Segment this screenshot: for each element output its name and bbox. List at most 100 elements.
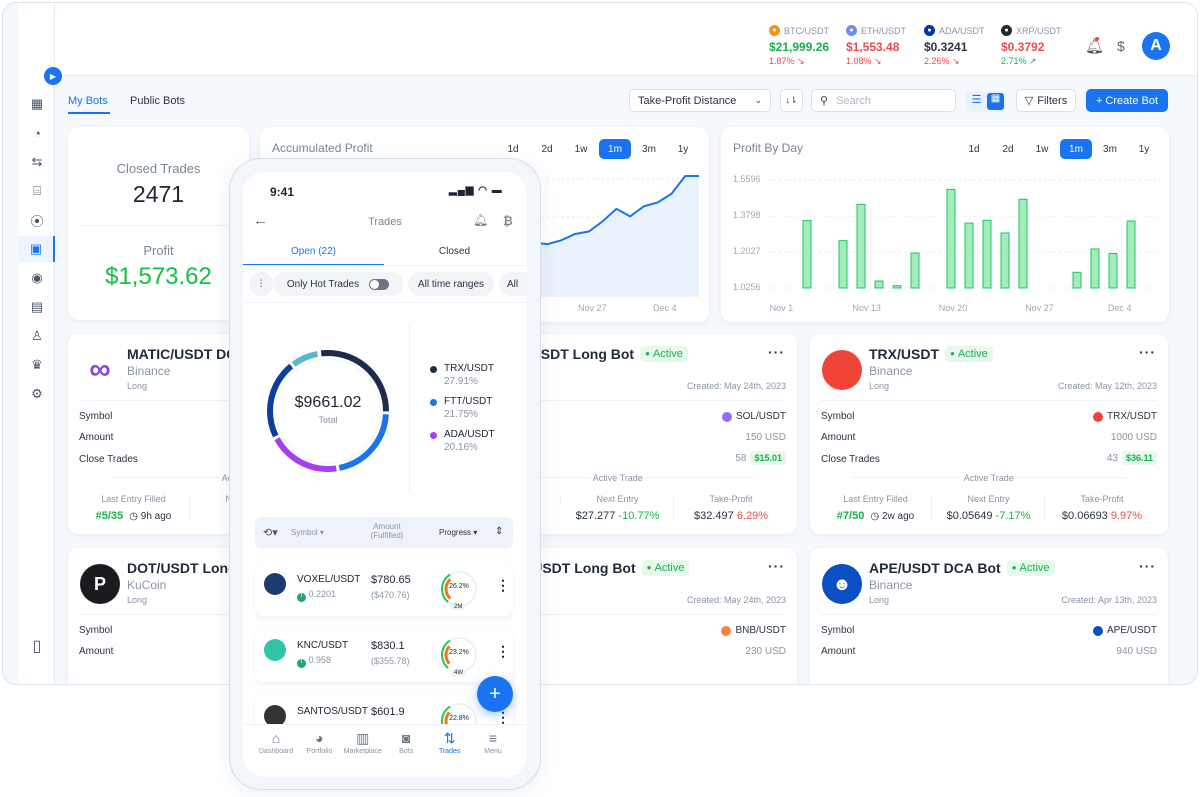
settings-icon[interactable]: ⚙ [31,386,43,401]
range-1w[interactable]: 1w [1035,143,1049,155]
coin-icon [721,411,732,422]
tab-closed[interactable]: Closed [438,246,471,257]
sidebar-expand-button[interactable]: ▶ [44,67,62,85]
currency-button[interactable]: $ [1117,38,1125,54]
trade-row[interactable]: VOXEL/USDT T 0.2201 $780.65 ($470.76) 26… [255,562,513,616]
users-icon[interactable]: ♙ [31,328,43,343]
back-arrow-icon[interactable]: ← [253,212,268,229]
chevron-down-icon: ⌄ [754,95,762,105]
nav-trades[interactable]: ⇅ Trades [428,730,472,755]
bell-icon[interactable]: 🔔︎ [473,213,489,227]
bot-name: MATIC/USDT DC [127,346,237,362]
bar [1000,232,1010,289]
amount-value: 1000 USD [1110,432,1157,443]
add-trade-fab[interactable]: + [477,676,513,712]
bots-icon[interactable]: ▣ [19,236,55,262]
filter-sliders-icon[interactable]: ⫶ [249,272,273,296]
grid-view-icon[interactable]: ▦ [987,93,1004,110]
trade-row[interactable]: KNC/USDT T 0.958 $830.1 ($355.78) 23.2% … [255,628,513,682]
bot-card[interactable]: ☻ APE/USDT DCA Bot Active Binance Long Create… [810,548,1168,684]
search-placeholder: Search [836,94,871,107]
signals-icon[interactable]: ⦿ [30,213,44,229]
bot-logo: ∞ [80,350,120,390]
take-profit-pct: 9.97% [1110,510,1143,522]
close-trades-profit: $36.11 [1121,451,1157,465]
trade-amount: $601.9 [371,706,405,718]
range-1w[interactable]: 1w [574,143,588,155]
range-1d[interactable]: 1d [507,143,519,155]
create-bot-button[interactable]: + Create Bot [1086,89,1168,112]
more-options-icon[interactable]: ⋮ [496,643,510,659]
range-1y[interactable]: 1y [1138,143,1150,155]
bitcoin-icon[interactable]: ₿ [503,214,513,228]
last-entry-label: Last Entry Filled [843,494,908,504]
range-1m[interactable]: 1m [599,139,631,159]
tab-open[interactable]: Open (22) [290,246,337,257]
terminal-icon[interactable]: ⌸ [33,183,41,198]
nav-portfolio[interactable]: ◕ Portfolio [297,730,341,755]
nav-menu[interactable]: ≡ Menu [471,730,515,755]
watch-icon[interactable]: ◉ [31,270,43,285]
bar [1090,248,1100,289]
hot-trades-toggle[interactable] [369,278,390,290]
range-2d[interactable]: 2d [541,143,553,155]
range-3m[interactable]: 3m [1103,143,1117,155]
user-avatar[interactable]: A [1142,32,1170,60]
amount-label: Amount [79,432,114,443]
nav-dashboard[interactable]: ⌂ Dashboard [254,730,298,755]
ticker-eth[interactable]: ● ETH/USDT $1,553.48 1.08% ↘ [846,25,906,67]
nav-bots[interactable]: ◙ Bots [384,730,428,755]
trend-up-icon: ↗ [1029,56,1037,66]
range-1m[interactable]: 1m [1060,139,1092,159]
more-options-icon[interactable]: ··· [768,558,785,574]
symbol-column-header[interactable]: Symbol ▾ [291,528,324,537]
all-chip[interactable]: All [499,272,527,296]
home-icon: ⌂ [271,730,281,746]
notification-bell-icon[interactable]: 🔔︎ [1085,37,1105,55]
filters-button[interactable]: ▽ Filters [1016,89,1076,112]
tab-public-bots[interactable]: Public Bots [130,95,186,107]
history-icon[interactable]: ⟲▾ [263,527,278,539]
hot-trades-chip[interactable]: Only Hot Trades [273,272,403,296]
bar [838,240,848,289]
bar [964,222,974,289]
exchange-icon[interactable]: ⇆ [31,154,43,169]
dashboard-icon[interactable]: ▦ [30,96,44,111]
more-options-icon[interactable]: ⋮ [496,709,510,725]
amount-column-header[interactable]: Amount (Fulfilled) [370,522,404,540]
range-1d[interactable]: 1d [968,143,980,155]
list-view-icon[interactable]: ☰ [971,94,982,106]
sort-order-button[interactable]: ↓⇂ [780,89,803,112]
portfolio-icon[interactable]: ◔ [33,125,41,141]
ticker-pair: ADA/USDT [939,25,985,36]
hot-trades-label: Only Hot Trades [286,278,360,290]
more-options-icon[interactable]: ··· [768,344,785,360]
marketplace-icon[interactable]: ▤ [30,299,44,314]
more-options-icon[interactable]: ··· [1139,344,1156,360]
ticker-btc[interactable]: ● BTC/USDT $21,999.26 1.87% ↘ [769,25,829,67]
progress-column-header[interactable]: Progress ▾ [439,528,478,537]
ticker-xrp[interactable]: ● XRP/USDT $0.3792 2.71% ↗ [1001,25,1062,67]
bot-card[interactable]: ▽ TRX/USDT Active Binance Long Created: May 1… [810,334,1168,534]
status-time: 9:41 [270,185,295,199]
ticker-ada[interactable]: ● ADA/USDT $0.3241 2.26% ↘ [924,25,985,67]
portfolio-total-label: Total [318,415,338,425]
time-range-chip[interactable]: All time ranges [408,272,494,296]
more-options-icon[interactable]: ··· [1139,558,1156,574]
expand-icon[interactable]: ⇕ [495,526,504,537]
sort-select[interactable]: Take-Profit Distance ⌄ [629,89,771,112]
more-options-icon[interactable]: ⋮ [496,577,510,593]
range-2d[interactable]: 2d [1002,143,1014,155]
range-3m[interactable]: 3m [642,143,656,155]
search-input[interactable]: ⚲ Search [811,89,956,112]
nav-marketplace[interactable]: ▥ Marketplace [341,730,385,755]
tab-my-bots[interactable]: My Bots [68,95,108,107]
crown-icon[interactable]: ♛ [31,357,43,372]
bar [802,220,812,289]
bot-direction: Long [127,381,148,391]
mobile-phone-mockup: 9:41 ▂▄▆ ◠ ▬ ← Trades 🔔︎ ₿ Open (22) Clo… [229,158,541,790]
range-1y[interactable]: 1y [677,143,689,155]
menu-icon: ≡ [488,730,498,746]
trades-icon: ⇅ [443,730,456,746]
mobile-app-icon[interactable]: ▯ [32,638,42,655]
